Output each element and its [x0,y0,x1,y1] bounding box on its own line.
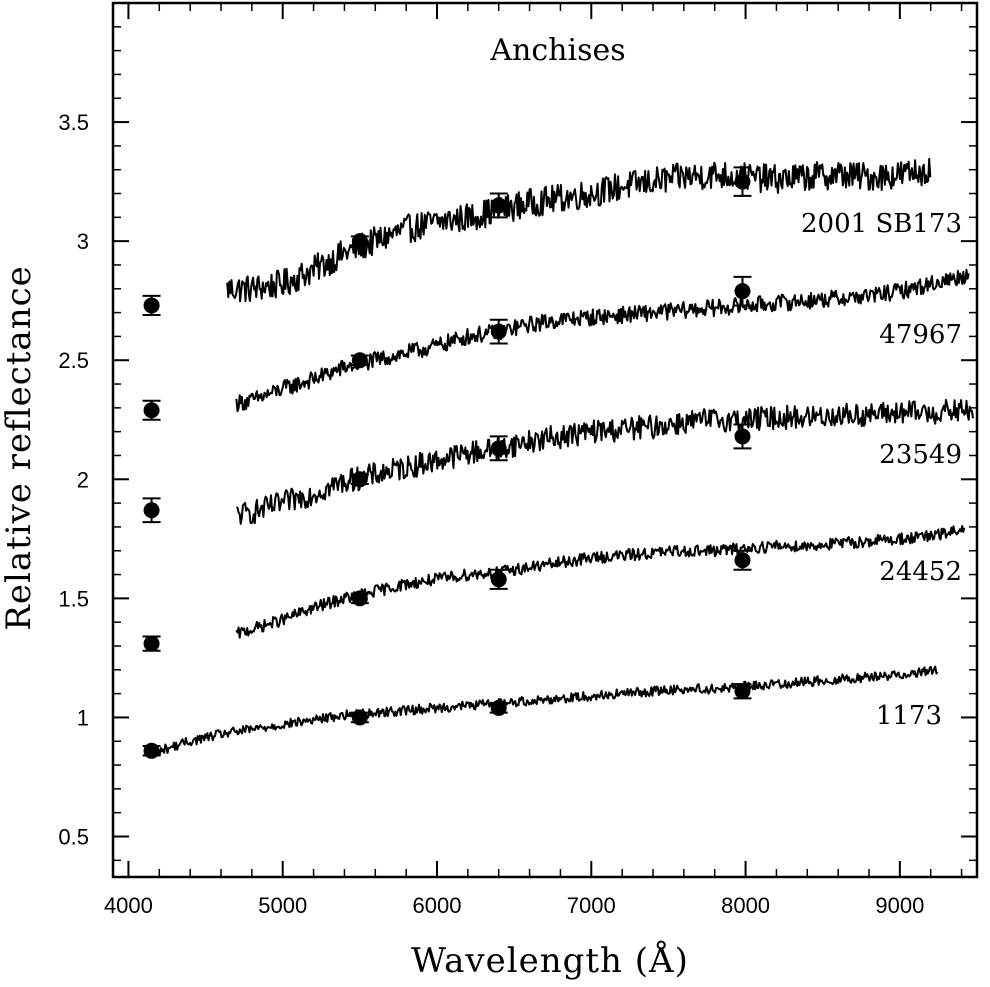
spectrum-line [145,665,939,756]
plot-title: Anchises [489,33,625,68]
series-1173: 1173 [142,665,942,759]
photometry-point [351,471,368,488]
y-axis-title: Relative reflectance [0,265,39,631]
photometry-point [143,402,160,419]
y-tick-label: 3.5 [58,110,89,135]
y-tick-label: 2.5 [58,348,89,373]
photometry-point [351,233,368,250]
y-tick-label: 3 [77,229,89,254]
ticks-layer: 4000 5000 6000 7000 8000 9000 0.5 1 1.5 2 2.5 3 3.5 [58,3,977,918]
photometry-point [351,709,368,726]
series-23549: 23549 [142,398,974,525]
x-tick-label: 5000 [258,893,307,918]
x-tick-label: 7000 [567,893,616,918]
x-tick-label: 4000 [104,893,153,918]
photometry-point [143,297,160,314]
y-tick-label: 1 [77,705,89,730]
series-24452: 24452 [142,525,966,652]
series-label: 23549 [879,440,962,470]
x-tick-label: 6000 [413,893,462,918]
y-tick-label: 0.5 [58,825,89,850]
photometry-point [490,323,507,340]
photometry-point [734,683,751,700]
spectrum-line [235,398,974,525]
photometry-point [490,699,507,716]
photometry-point [143,635,160,652]
photometry-point [734,552,751,569]
series-layer: 2001 SB173 47967 23549 24452 1173 [142,157,974,759]
y-tick-label: 2 [77,467,89,492]
photometry-point [734,283,751,300]
photometry-point [734,173,751,190]
series-label: 1173 [876,701,942,731]
photometry-point [490,440,507,457]
series-47967: 47967 [142,268,970,421]
spectrum-line [226,157,932,303]
plot-frame [111,1,979,879]
x-tick-label: 9000 [875,893,924,918]
series-label: 24452 [879,557,962,587]
photometry-point [351,352,368,369]
series-2001-sb173: 2001 SB173 [142,157,962,316]
photometry-point [490,571,507,588]
series-label: 47967 [879,320,962,350]
photometry-point [143,502,160,519]
photometry-point [490,197,507,214]
y-tick-label: 1.5 [58,586,89,611]
x-axis-title: Wavelength (Å) [411,940,689,981]
photometry-point [734,428,751,445]
series-label: 2001 SB173 [801,209,962,239]
photometry-point [351,590,368,607]
photometry-point [143,742,160,759]
x-tick-label: 8000 [721,893,770,918]
